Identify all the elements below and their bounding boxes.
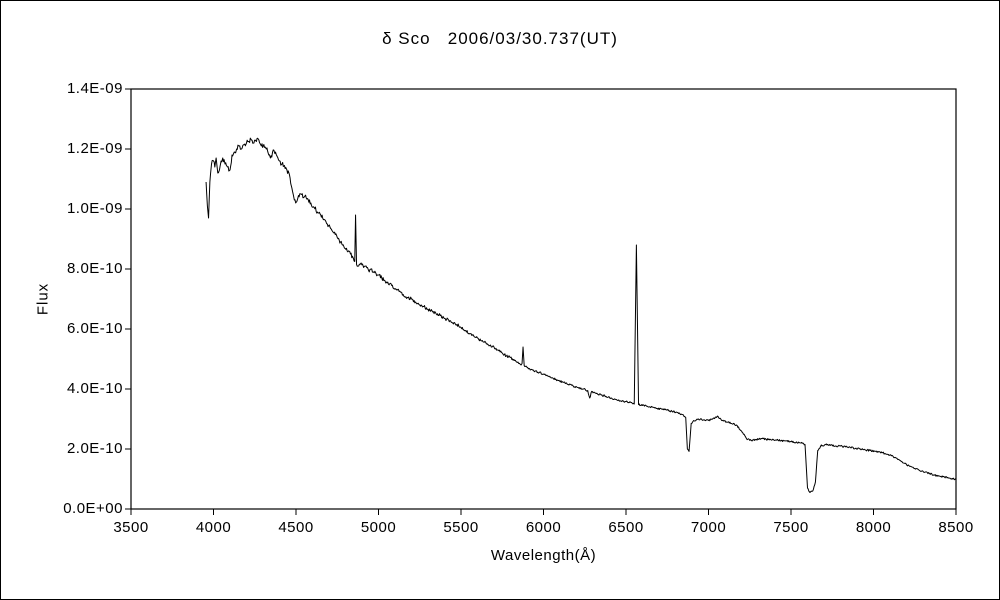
spectrum-line: [205, 137, 957, 493]
x-tick-label: 5500: [443, 519, 479, 536]
y-tick-label: 0.0E+00: [63, 500, 123, 517]
x-axis-title: Wavelength(Å): [490, 547, 597, 564]
y-tick-label: 1.2E-09: [66, 140, 123, 157]
x-tick-label: 6500: [608, 519, 644, 536]
x-tick-label: 3500: [113, 519, 149, 536]
y-tick-label: 4.0E-10: [66, 380, 123, 397]
y-tick-label: 6.0E-10: [66, 320, 123, 337]
y-tick-label: 8.0E-10: [66, 260, 123, 277]
x-tick-label: 5000: [360, 519, 397, 536]
chart-title: δ Sco 2006/03/30.737(UT): [382, 29, 618, 48]
x-tick-label: 4500: [278, 519, 314, 536]
y-tick-label: 1.0E-09: [66, 200, 123, 217]
x-tick-label: 8500: [938, 519, 974, 536]
x-tick-label: 8000: [855, 519, 892, 536]
x-tick-label: 7000: [690, 519, 727, 536]
y-tick-label: 1.4E-09: [66, 80, 123, 97]
x-tick-label: 6000: [525, 519, 562, 536]
x-tick-label: 4000: [195, 519, 232, 536]
x-tick-label: 7500: [773, 519, 809, 536]
y-axis-title: Flux: [34, 282, 52, 316]
y-tick-label: 2.0E-10: [66, 440, 123, 457]
